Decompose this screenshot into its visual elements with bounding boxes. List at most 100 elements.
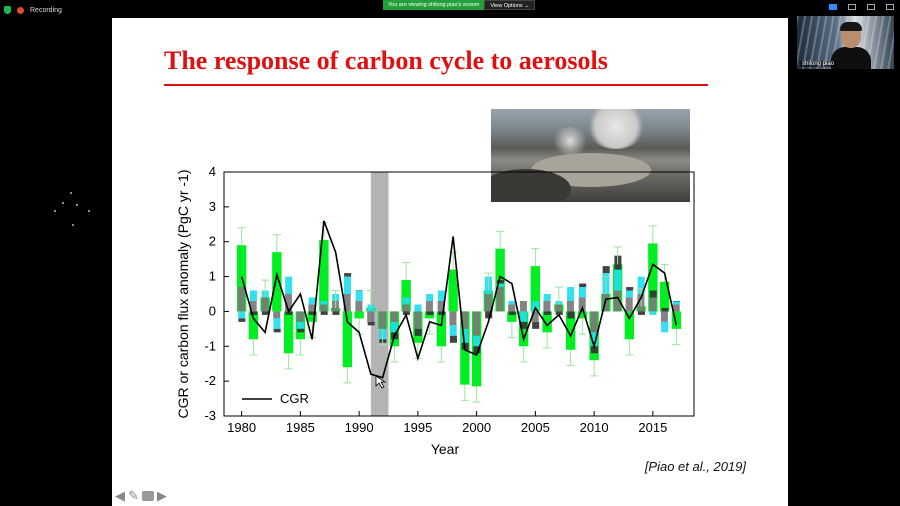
bar [273, 328, 281, 333]
bar [308, 304, 316, 312]
y-tick-label: 3 [209, 199, 216, 214]
x-tick-label: 1990 [345, 420, 374, 435]
bar [249, 300, 257, 312]
next-slide-icon[interactable]: ▶ [156, 488, 167, 503]
participant-video[interactable]: shilong piao [797, 16, 894, 69]
bar [449, 335, 457, 343]
bar [613, 290, 621, 312]
bar [320, 311, 328, 315]
bar [438, 311, 446, 315]
legend-label: CGR [280, 391, 309, 406]
bar [673, 300, 681, 302]
bar [543, 311, 551, 315]
cgr-line [240, 220, 678, 379]
bar [567, 311, 575, 319]
bar [367, 304, 375, 312]
bar [355, 300, 363, 312]
bar [566, 300, 574, 312]
bar [661, 307, 669, 312]
bar [272, 252, 282, 312]
bar [637, 276, 645, 294]
x-tick-label: 1985 [286, 420, 315, 435]
bar [308, 297, 316, 305]
y-tick-label: -3 [204, 408, 216, 423]
bar [671, 311, 682, 329]
bar [319, 239, 329, 312]
bar [637, 311, 645, 315]
y-axis-label: CGR or carbon flux anomaly (PgC yr -1) [175, 170, 191, 419]
carbon-flux-chart: 1980 1985 1990 1995 2000 2005 2010 2015 -3 -2 -1 0 1… [175, 164, 695, 457]
bar [530, 266, 541, 312]
bar [461, 311, 469, 329]
slide-navigation: ◀ ✎ ▶ [115, 489, 167, 502]
citation: [Piao et al., 2019] [644, 459, 746, 474]
bar [624, 311, 635, 340]
speaker-view-icon[interactable] [829, 4, 837, 10]
bar [414, 304, 422, 312]
bar [648, 243, 658, 312]
bar [425, 300, 433, 312]
title-divider [164, 84, 708, 86]
x-tick-label: 2015 [638, 420, 667, 435]
bar [367, 321, 375, 326]
fullscreen-icon[interactable] [886, 4, 894, 10]
y-tick-label: -1 [204, 338, 216, 353]
bar [449, 325, 457, 336]
bar [496, 283, 504, 288]
y-tick-label: 2 [209, 234, 216, 249]
y-tick-label: 0 [209, 303, 216, 318]
bar [508, 300, 516, 305]
bar [555, 311, 563, 315]
bar [625, 290, 633, 298]
participant-name: shilong piao [800, 61, 837, 67]
x-tick-label: 1980 [227, 420, 256, 435]
bar [344, 273, 352, 277]
bar [660, 311, 668, 322]
bar [567, 287, 575, 301]
bar [672, 300, 680, 305]
bar [649, 290, 657, 298]
bar [390, 311, 398, 322]
bar [308, 311, 316, 315]
volcano-eruption-photo [491, 109, 690, 202]
bar [424, 311, 435, 319]
y-tick-label: -2 [204, 373, 216, 388]
bar [590, 346, 598, 354]
bar [354, 311, 364, 319]
bar [448, 269, 458, 312]
bar [426, 311, 434, 315]
participant-panel: shilong piao [788, 16, 900, 506]
bar [626, 287, 634, 291]
bar [332, 311, 340, 315]
bar [261, 311, 269, 315]
x-tick-label: 2010 [580, 420, 609, 435]
bar [484, 294, 492, 312]
slides-menu-icon[interactable] [141, 490, 154, 501]
bar [297, 328, 305, 333]
bar [507, 311, 517, 322]
bar [296, 321, 304, 329]
x-axis-label: Year [431, 441, 460, 457]
bar [355, 290, 363, 292]
gallery-view-icon[interactable] [848, 4, 856, 10]
bar [590, 332, 598, 347]
bar [237, 287, 245, 312]
bar [579, 283, 587, 288]
view-options-button[interactable]: View Options ⌄ [484, 0, 535, 10]
bar [649, 311, 657, 315]
bar [285, 311, 293, 315]
bar [261, 297, 269, 312]
bar [273, 318, 281, 329]
bar [496, 280, 504, 284]
previous-slide-icon[interactable]: ◀ [115, 488, 125, 503]
bar [426, 294, 434, 301]
side-by-side-icon[interactable] [867, 4, 875, 10]
bar [249, 290, 257, 301]
bar [273, 311, 281, 319]
security-shield-icon[interactable] [4, 6, 11, 14]
bar [238, 318, 246, 322]
pen-icon[interactable]: ✎ [128, 488, 139, 503]
bar [485, 311, 493, 319]
bar [437, 300, 445, 312]
recording-icon [17, 6, 24, 14]
